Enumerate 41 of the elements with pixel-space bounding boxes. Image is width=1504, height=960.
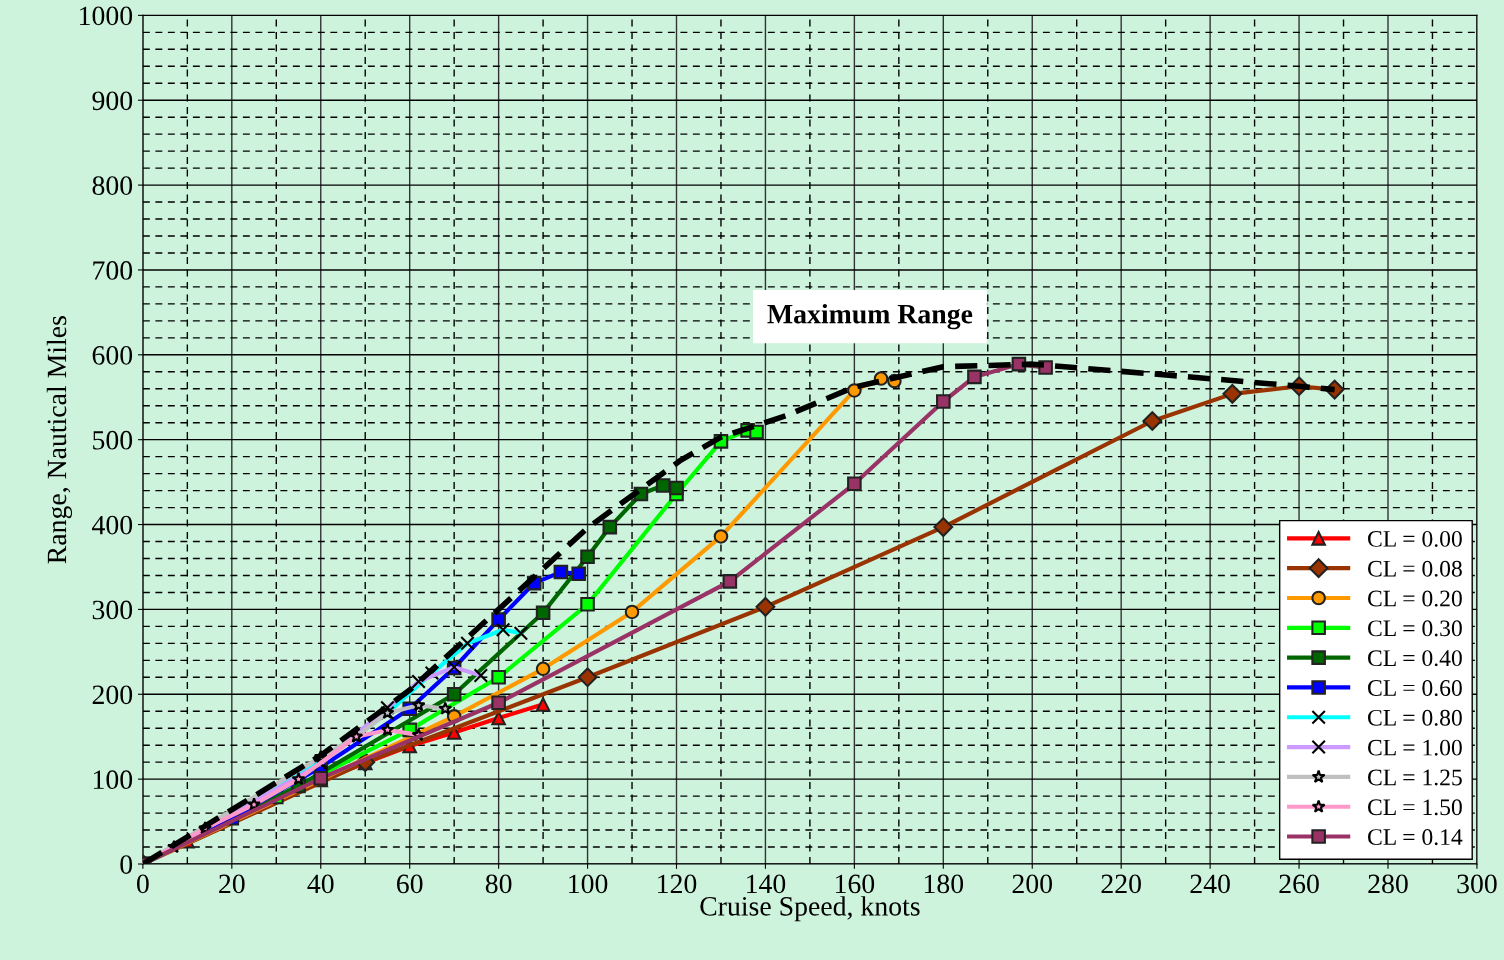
legend-label: CL = 0.60 <box>1368 680 1462 697</box>
x-tick-label: 240 <box>1190 874 1230 894</box>
y-axis-title: Range, Nautical Miles <box>46 316 73 564</box>
y-tick-label: 300 <box>92 600 133 620</box>
legend-label: CL = 1.25 <box>1368 769 1462 786</box>
x-tick-label: 180 <box>924 874 964 894</box>
y-tick-label: 200 <box>92 685 133 705</box>
y-tick-label: 700 <box>93 261 133 280</box>
y-tick-label: 1000 <box>80 6 133 26</box>
x-tick-label: 60 <box>396 874 423 894</box>
x-axis-title: Cruise Speed, knots <box>700 896 920 922</box>
legend-label: CL = 1.50 <box>1368 799 1462 816</box>
x-tick-label: 20 <box>219 874 245 894</box>
legend-label: CL = 0.20 <box>1368 590 1462 607</box>
x-tick-label: 0 <box>136 874 149 894</box>
legend-label: CL = 0.14 <box>1368 829 1463 846</box>
x-tick-label: 280 <box>1368 874 1408 894</box>
x-tick-label: 160 <box>835 874 875 894</box>
y-tick-label: 400 <box>92 515 133 535</box>
x-tick-label: 40 <box>307 874 334 894</box>
y-tick-label: 800 <box>92 176 133 195</box>
x-tick-label: 200 <box>1012 874 1053 894</box>
y-tick-label: 0 <box>120 855 133 874</box>
y-tick-label: 600 <box>92 345 133 365</box>
legend-label: CL = 0.80 <box>1368 709 1462 726</box>
x-tick-label: 300 <box>1457 874 1497 894</box>
legend-label: CL = 0.30 <box>1368 620 1462 637</box>
annotation: Maximum Range <box>767 303 973 330</box>
legend-label: CL = 0.40 <box>1368 650 1462 667</box>
y-tick-label: 500 <box>93 430 133 450</box>
x-tick-label: 100 <box>569 874 608 894</box>
y-tick-label: 100 <box>93 770 133 790</box>
x-tick-label: 80 <box>485 874 512 894</box>
x-tick-label: 120 <box>658 874 697 894</box>
x-tick-label: 220 <box>1101 874 1141 894</box>
legend-label: CL = 0.08 <box>1368 560 1462 577</box>
x-tick-label: 260 <box>1279 874 1319 894</box>
legend-label: CL = 1.00 <box>1368 739 1462 756</box>
legend-label: CL = 0.00 <box>1368 530 1462 547</box>
y-tick-label: 900 <box>92 91 133 111</box>
x-tick-label: 140 <box>747 874 786 894</box>
